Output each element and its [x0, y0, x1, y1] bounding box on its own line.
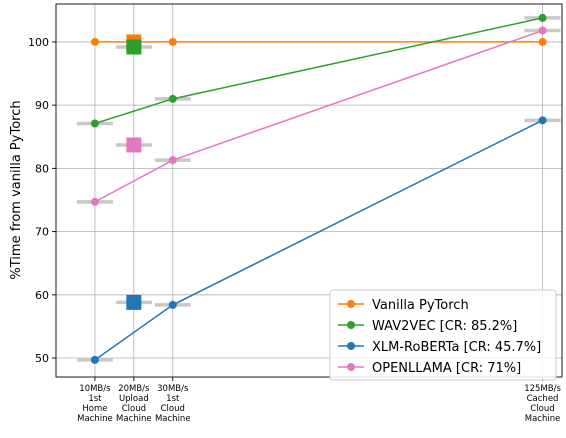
x-tick-label-line: Machine — [77, 414, 113, 424]
x-tick-label-line: 1st — [88, 394, 102, 404]
legend-label: OPENLLAMA [CR: 71%] — [372, 361, 521, 376]
data-point — [90, 119, 99, 128]
legend-marker — [347, 300, 355, 308]
data-point — [90, 355, 99, 364]
y-tick-label: 50 — [35, 352, 49, 365]
series-markers — [90, 13, 547, 364]
data-point — [168, 156, 177, 165]
x-tick-label-line: Cached — [527, 394, 559, 404]
y-tick-label: 80 — [35, 162, 49, 175]
y-tick-label: 90 — [35, 99, 49, 112]
x-tick-label: 30MB/s 1st Cloud Machine — [155, 384, 191, 424]
square-marker — [126, 39, 142, 55]
x-tick-label-line: Upload — [119, 394, 149, 404]
x-tick-label-line: Machine — [155, 414, 191, 424]
data-point — [168, 94, 177, 103]
x-tick-label-line: 10MB/s — [79, 384, 111, 394]
legend-label: WAV2VEC [CR: 85.2%] — [372, 319, 517, 334]
y-axis-label: %Time from vanilla PyTorch — [9, 100, 24, 279]
legend-label: XLM-RoBERTa [CR: 45.7%] — [372, 340, 541, 355]
square-marker — [126, 294, 142, 310]
x-tick-label: 20MB/s Upload Cloud Machine — [116, 384, 152, 424]
legend-marker — [347, 321, 355, 329]
data-point — [538, 37, 547, 46]
x-tick-label-line: Machine — [525, 414, 561, 424]
x-tick-label-line: Cloud — [122, 404, 146, 414]
x-tick-label-line: 30MB/s — [157, 384, 189, 394]
x-tick-label-line: 1st — [166, 394, 180, 404]
data-point — [538, 26, 547, 35]
legend: Vanilla PyTorch WAV2VEC [CR: 85.2%] XLM-Ro… — [329, 289, 557, 381]
x-tick-label-line: Home — [82, 404, 107, 414]
legend-box — [329, 289, 557, 381]
legend-marker — [347, 363, 355, 371]
data-point — [90, 37, 99, 46]
x-tick-label-line: Cloud — [161, 404, 185, 414]
y-tick-label: 100 — [28, 36, 49, 49]
data-point — [168, 300, 177, 309]
legend-marker — [347, 342, 355, 350]
y-tick-label: 60 — [35, 289, 49, 302]
y-axis-ticks: 50 60 70 80 90 100 — [28, 36, 56, 365]
x-tick-label: 125MB/s Cached Cloud Machine — [524, 384, 561, 424]
legend-label: Vanilla PyTorch — [372, 298, 469, 313]
x-tick-label-line: Cloud — [530, 404, 554, 414]
plot-frame — [55, 3, 563, 378]
x-tick-label-line: Machine — [116, 414, 152, 424]
data-point — [538, 13, 547, 22]
x-tick-label: 10MB/s 1st Home Machine — [77, 384, 113, 424]
x-tick-label-line: 125MB/s — [524, 384, 561, 394]
square-marker — [126, 137, 142, 153]
x-tick-label-line: 20MB/s — [118, 384, 150, 394]
data-point — [538, 116, 547, 125]
data-point — [90, 197, 99, 206]
y-tick-label: 70 — [35, 226, 49, 239]
data-point — [168, 37, 177, 46]
